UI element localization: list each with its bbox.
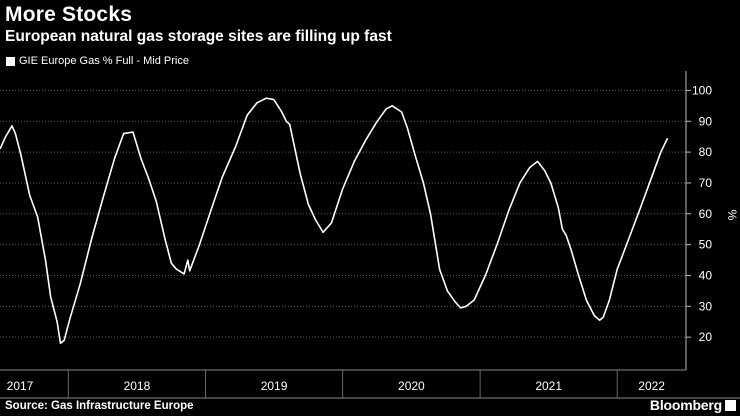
y-tick-labels: 20 30 40 50 60 70 80 90 100 <box>686 83 712 344</box>
y-tick-label: 20 <box>699 330 713 344</box>
x-tick-label: 2020 <box>398 379 425 393</box>
legend: GIE Europe Gas % Full - Mid Price <box>6 55 189 67</box>
x-year-separators <box>67 370 618 398</box>
y-tick-label: 40 <box>699 268 713 282</box>
y-tick-label: 30 <box>699 299 713 313</box>
y-tick-label: 90 <box>699 114 713 128</box>
y-tick-label: 70 <box>699 176 713 190</box>
x-tick-labels: 2017 2018 2019 2020 2021 2022 <box>7 379 666 393</box>
series-group <box>0 97 669 345</box>
brand-logo: Bloomberg <box>649 397 722 413</box>
brand-mark-icon <box>725 400 736 411</box>
y-axis-label: % <box>725 210 739 221</box>
x-tick-label: 2022 <box>638 379 665 393</box>
x-tick-label: 2019 <box>261 379 288 393</box>
y-tick-label: 50 <box>699 238 713 252</box>
y-tick-label: 60 <box>699 207 713 221</box>
x-tick-label: 2018 <box>124 379 151 393</box>
chart-subtitle: European natural gas storage sites are f… <box>5 28 392 45</box>
grid-lines <box>0 89 686 338</box>
legend-label: GIE Europe Gas % Full - Mid Price <box>19 55 189 67</box>
axis-lines <box>0 71 740 399</box>
x-tick-label: 2017 <box>7 379 34 393</box>
series-line <box>0 97 669 345</box>
source-note: Source: Gas Infrastructure Europe <box>5 400 194 412</box>
y-tick-label: 80 <box>699 145 713 159</box>
chart-title: More Stocks <box>5 3 133 26</box>
x-tick-label: 2021 <box>535 379 562 393</box>
legend-swatch <box>6 56 15 66</box>
y-tick-label: 100 <box>692 83 712 97</box>
